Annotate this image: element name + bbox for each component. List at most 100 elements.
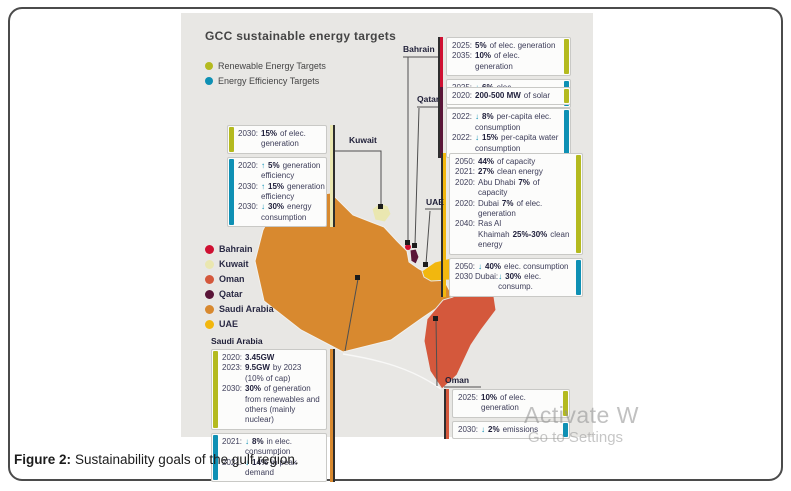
marker-kuwait — [378, 204, 383, 209]
renewable-bar — [564, 89, 569, 104]
uae-dot-icon — [205, 319, 214, 329]
target-row: 2030: ↓ 2% emissions — [458, 424, 539, 434]
kuwait-efficiency-box: 2020: ↑ 5% generation efficiency 2030: ↑ 15… — [227, 156, 327, 228]
qatar-dot-icon — [205, 289, 214, 299]
kuwait-renewable-box: 2030: 15% of elec. generation — [227, 125, 327, 154]
qatar-target-box: 2020: 200-500 MW of solar 2022: ↓ 8% per-ca… — [438, 87, 571, 158]
saudi-arabia-target-box: 2020: 3.45GW 2023: 9.5GW by 2023 (10% of … — [211, 349, 335, 483]
efficiency-bar — [229, 158, 234, 226]
renewable-bar — [576, 155, 581, 253]
target-row: 2030: ↑ 15% generation efficiency — [238, 181, 325, 201]
qatar-efficiency-box: 2022: ↓ 8% per-capita elec. consumption 20… — [446, 108, 571, 158]
marker-bahrain — [405, 240, 410, 245]
go-to-settings-watermark: Go to Settings — [528, 429, 624, 446]
caption-label: Figure 2: — [14, 452, 72, 467]
connector-qatar — [414, 106, 438, 246]
connector-saudi — [344, 278, 359, 352]
uae-renewable-box: 2050: 44% of capacity 2021: 27% clean ener… — [449, 153, 583, 255]
uae-efficiency-box: 2050: ↓ 40% elec. consumption 2030 Dubai: … — [449, 257, 583, 297]
efficiency-bar — [563, 422, 568, 438]
activate-windows-watermark: Activate W — [524, 402, 639, 428]
legend-item-renewable: Renewable Energy Targets — [205, 61, 326, 71]
saudi-arabia-renewable-box: 2020: 3.45GW 2023: 9.5GW by 2023 (10% of … — [211, 349, 327, 430]
target-row: 2030: 30% of generation from renewables a… — [222, 384, 320, 425]
marker-qatar — [412, 243, 417, 248]
oman-efficiency-box: 2030: ↓ 2% emissions — [452, 420, 570, 440]
efficiency-bar — [564, 110, 569, 156]
target-row: 2030: 15% of elec. generation — [238, 129, 306, 149]
uae-label: UAE — [426, 197, 444, 207]
qatar-country-bar — [438, 87, 443, 158]
legend-item-qatar: Qatar — [205, 289, 274, 299]
qatar-label: Qatar — [417, 94, 440, 104]
renewable-dot-icon — [205, 62, 213, 70]
target-row: 2022: ↓ 15% per-capita water consumption — [452, 133, 559, 153]
target-row: 2021: ↓ 14% in peak demand — [222, 457, 297, 477]
target-row: 2020: 200-500 MW of solar — [452, 91, 551, 100]
efficiency-bar — [213, 434, 218, 481]
saudi-arabia-dot-icon — [205, 304, 214, 314]
bahrain-label: Bahrain — [403, 44, 435, 54]
legend-item-oman: Oman — [205, 274, 274, 284]
kuwait-country-bar — [330, 125, 335, 228]
legend-item-uae: UAE — [205, 319, 274, 329]
saudi-arabia-label: Saudi Arabia — [211, 336, 263, 346]
legend-item-kuwait: Kuwait — [205, 259, 274, 269]
country-legend: Bahrain Kuwait Oman Qatar Saudi Arabia U… — [205, 244, 274, 334]
figure-panel: GCC sustainable energy targets Renewable… — [181, 13, 593, 483]
target-row: 2020: Dubai 7% of elec. generation — [455, 198, 543, 218]
target-row: 2022: ↓ 8% per-capita elec. consumption — [452, 112, 552, 132]
marker-uae — [423, 262, 428, 267]
oman-label: Oman — [445, 375, 470, 385]
figure-caption: Figure 2: Sustainability goals of the gul… — [14, 452, 299, 467]
renewable-bar — [564, 39, 569, 75]
target-row: 2023: 9.5GW by 2023 (10% of cap) — [222, 363, 302, 383]
map-kuwait — [371, 202, 392, 223]
connector-bahrain — [403, 56, 438, 242]
renewable-bar — [229, 127, 234, 152]
bahrain-country-bar — [438, 37, 443, 108]
target-row: 2050: ↓ 40% elec. consumption — [455, 261, 569, 271]
marker-oman — [433, 316, 438, 321]
target-row: 2020: 3.45GW — [222, 353, 275, 362]
target-row: 2021: 27% clean energy — [455, 167, 543, 177]
saudi-arabia-efficiency-box: 2021: ↓ 8% in elec. consumption 2021: ↓ 14%… — [211, 432, 327, 483]
figure-title: GCC sustainable energy targets — [205, 29, 397, 43]
oman-dot-icon — [205, 274, 214, 284]
renewable-bar — [563, 391, 568, 416]
target-row: 2025: 5% of elec. generation — [452, 41, 556, 50]
connector-uae — [425, 208, 441, 265]
legend-item-saudi-arabia: Saudi Arabia — [205, 304, 274, 314]
map-bahrain — [405, 244, 411, 250]
saudi-arabia-country-bar — [330, 349, 335, 483]
kuwait-target-box: 2030: 15% of elec. generation 2020: ↑ 5% ge… — [227, 125, 335, 228]
target-row: 2025: 10% of elec. generation — [458, 393, 526, 413]
target-row: 2020: ↑ 5% generation efficiency — [238, 160, 321, 181]
target-row: 2050: 44% of capacity — [455, 157, 536, 166]
oman-country-bar — [444, 389, 449, 440]
marker-saudi — [355, 275, 360, 280]
kuwait-dot-icon — [205, 259, 214, 269]
kuwait-label: Kuwait — [349, 135, 377, 145]
target-row: 2021: ↓ 8% in elec. consumption — [222, 436, 292, 457]
caption-text: Sustainability goals of the gulf region. — [75, 452, 299, 467]
type-legend: Renewable Energy Targets Energy Efficien… — [205, 61, 326, 91]
map-south-border — [342, 353, 442, 390]
target-row: 2030 Dubai: ↓ 30% elec. consump. — [455, 271, 542, 292]
target-row: 2035: 10% of elec. generation — [452, 51, 520, 71]
uae-country-bar — [441, 153, 446, 297]
renewable-bar — [213, 351, 218, 428]
efficiency-bar — [576, 259, 581, 295]
uae-target-box: 2050: 44% of capacity 2021: 27% clean ener… — [441, 153, 583, 297]
target-row: 2030: ↓ 30% energy consumption — [238, 202, 312, 222]
bahrain-dot-icon — [205, 244, 214, 254]
qatar-renewable-box: 2020: 200-500 MW of solar — [446, 87, 571, 106]
bahrain-renewable-box: 2025: 5% of elec. generation 2035: 10% of … — [446, 37, 571, 77]
target-row: 2040: Ras Al Khaimah 25%-30% clean energy — [455, 219, 570, 250]
oman-renewable-box: 2025: 10% of elec. generation — [452, 389, 570, 418]
target-row: 2020: Abu Dhabi 7% of capacity — [455, 177, 540, 198]
legend-item-efficiency: Energy Efficiency Targets — [205, 76, 326, 86]
map-qatar — [409, 248, 420, 265]
legend-item-bahrain: Bahrain — [205, 244, 274, 254]
efficiency-dot-icon — [205, 77, 213, 85]
